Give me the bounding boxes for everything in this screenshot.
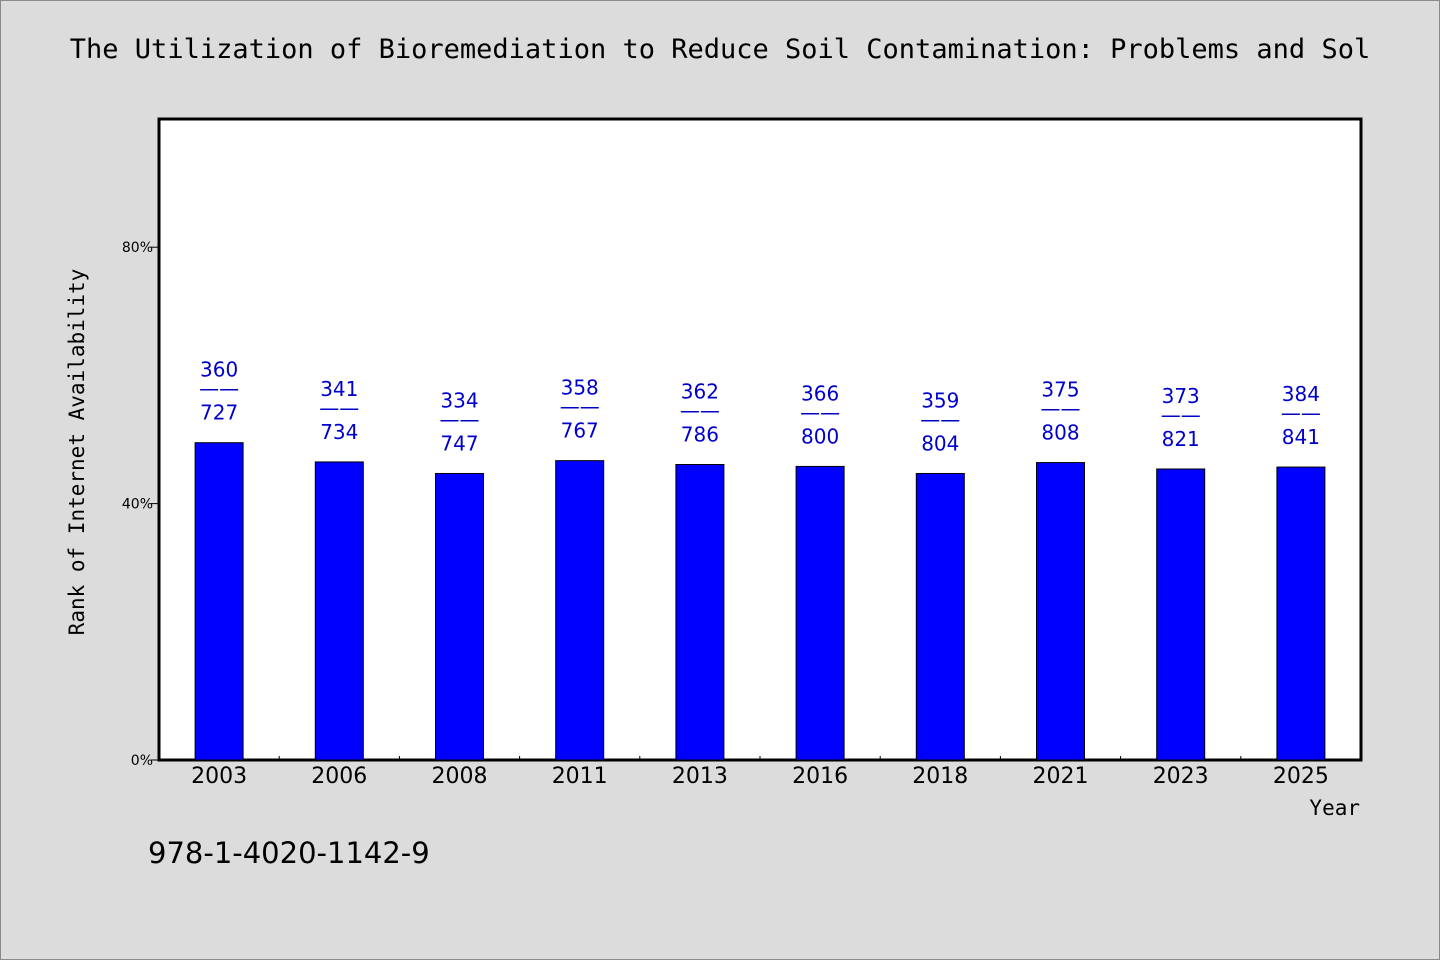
bar-label-separator: —— — [560, 395, 600, 419]
bar-label-separator: —— — [440, 407, 480, 431]
bar-label-total: 841 — [1282, 425, 1320, 449]
y-tick-label: 40% — [122, 497, 153, 513]
x-category-label: 2025 — [1273, 764, 1329, 789]
x-category-label: 2011 — [552, 764, 608, 789]
bar-label-separator: —— — [199, 377, 239, 401]
y-tick-label: 0% — [131, 753, 153, 769]
bar-label-rank: 334 — [440, 388, 478, 412]
bar — [795, 465, 845, 761]
bar-label-total: 727 — [200, 401, 238, 425]
isbn-text: 978-1-4020-1142-9 — [148, 836, 430, 870]
x-category-label: 2016 — [792, 764, 848, 789]
bar-labels: 360——727341——734334——747358——767362——786… — [199, 358, 1321, 456]
bar-label-total: 804 — [921, 431, 959, 455]
bar-label-rank: 384 — [1282, 382, 1320, 406]
y-axis-label: Rank of Internet Availability — [65, 268, 89, 636]
bar — [675, 463, 725, 761]
x-category-label: 2023 — [1153, 764, 1209, 789]
bar-label-separator: —— — [1281, 401, 1321, 425]
x-category-label: 2003 — [191, 764, 247, 789]
bar-label-total: 800 — [801, 424, 839, 448]
chart-title: The Utilization of Bioremediation to Red… — [69, 34, 1371, 65]
y-axis-ticks: 0% 40% 80% — [122, 240, 1242, 769]
x-axis-label: Year — [1309, 796, 1360, 820]
bar — [194, 442, 244, 761]
bar-label-total: 767 — [561, 419, 599, 443]
bar — [435, 472, 484, 761]
bar — [314, 461, 364, 761]
x-category-label: 2008 — [432, 764, 488, 789]
bar-label-total: 821 — [1162, 427, 1200, 451]
bar-label-rank: 375 — [1041, 378, 1079, 402]
bar-label-separator: —— — [319, 396, 359, 420]
bar-label-total: 747 — [440, 431, 478, 455]
bar-label-separator: —— — [1041, 397, 1081, 421]
bar-label-separator: —— — [1161, 403, 1201, 427]
x-axis-categories: 2003 2006 2008 2011 2013 2016 2018 2021 2023 2025 — [191, 764, 1329, 789]
bar-label-total: 734 — [320, 420, 358, 444]
bar-label-rank: 358 — [561, 376, 599, 400]
bar-label-rank: 362 — [681, 379, 719, 403]
bar-label-separator: —— — [920, 407, 960, 431]
bar — [1276, 466, 1326, 761]
x-category-label: 2021 — [1033, 764, 1089, 789]
bars — [194, 442, 1326, 761]
bar-label-rank: 373 — [1162, 384, 1200, 408]
bar — [1156, 468, 1206, 761]
x-category-label: 2006 — [311, 764, 367, 789]
bar-label-rank: 366 — [801, 381, 839, 405]
bar-label-total: 808 — [1041, 421, 1079, 445]
bar — [555, 460, 605, 761]
bar-label-total: 786 — [681, 422, 719, 446]
bar — [915, 472, 965, 761]
y-tick-label: 80% — [122, 240, 153, 256]
bar-label-rank: 359 — [921, 388, 959, 412]
bar-label-separator: —— — [800, 400, 840, 424]
x-category-label: 2013 — [672, 764, 728, 789]
bar — [1036, 462, 1085, 761]
bar-label-separator: —— — [680, 398, 720, 422]
bar-label-rank: 341 — [320, 377, 358, 401]
x-category-label: 2018 — [912, 764, 968, 789]
bar-label-rank: 360 — [200, 358, 238, 382]
